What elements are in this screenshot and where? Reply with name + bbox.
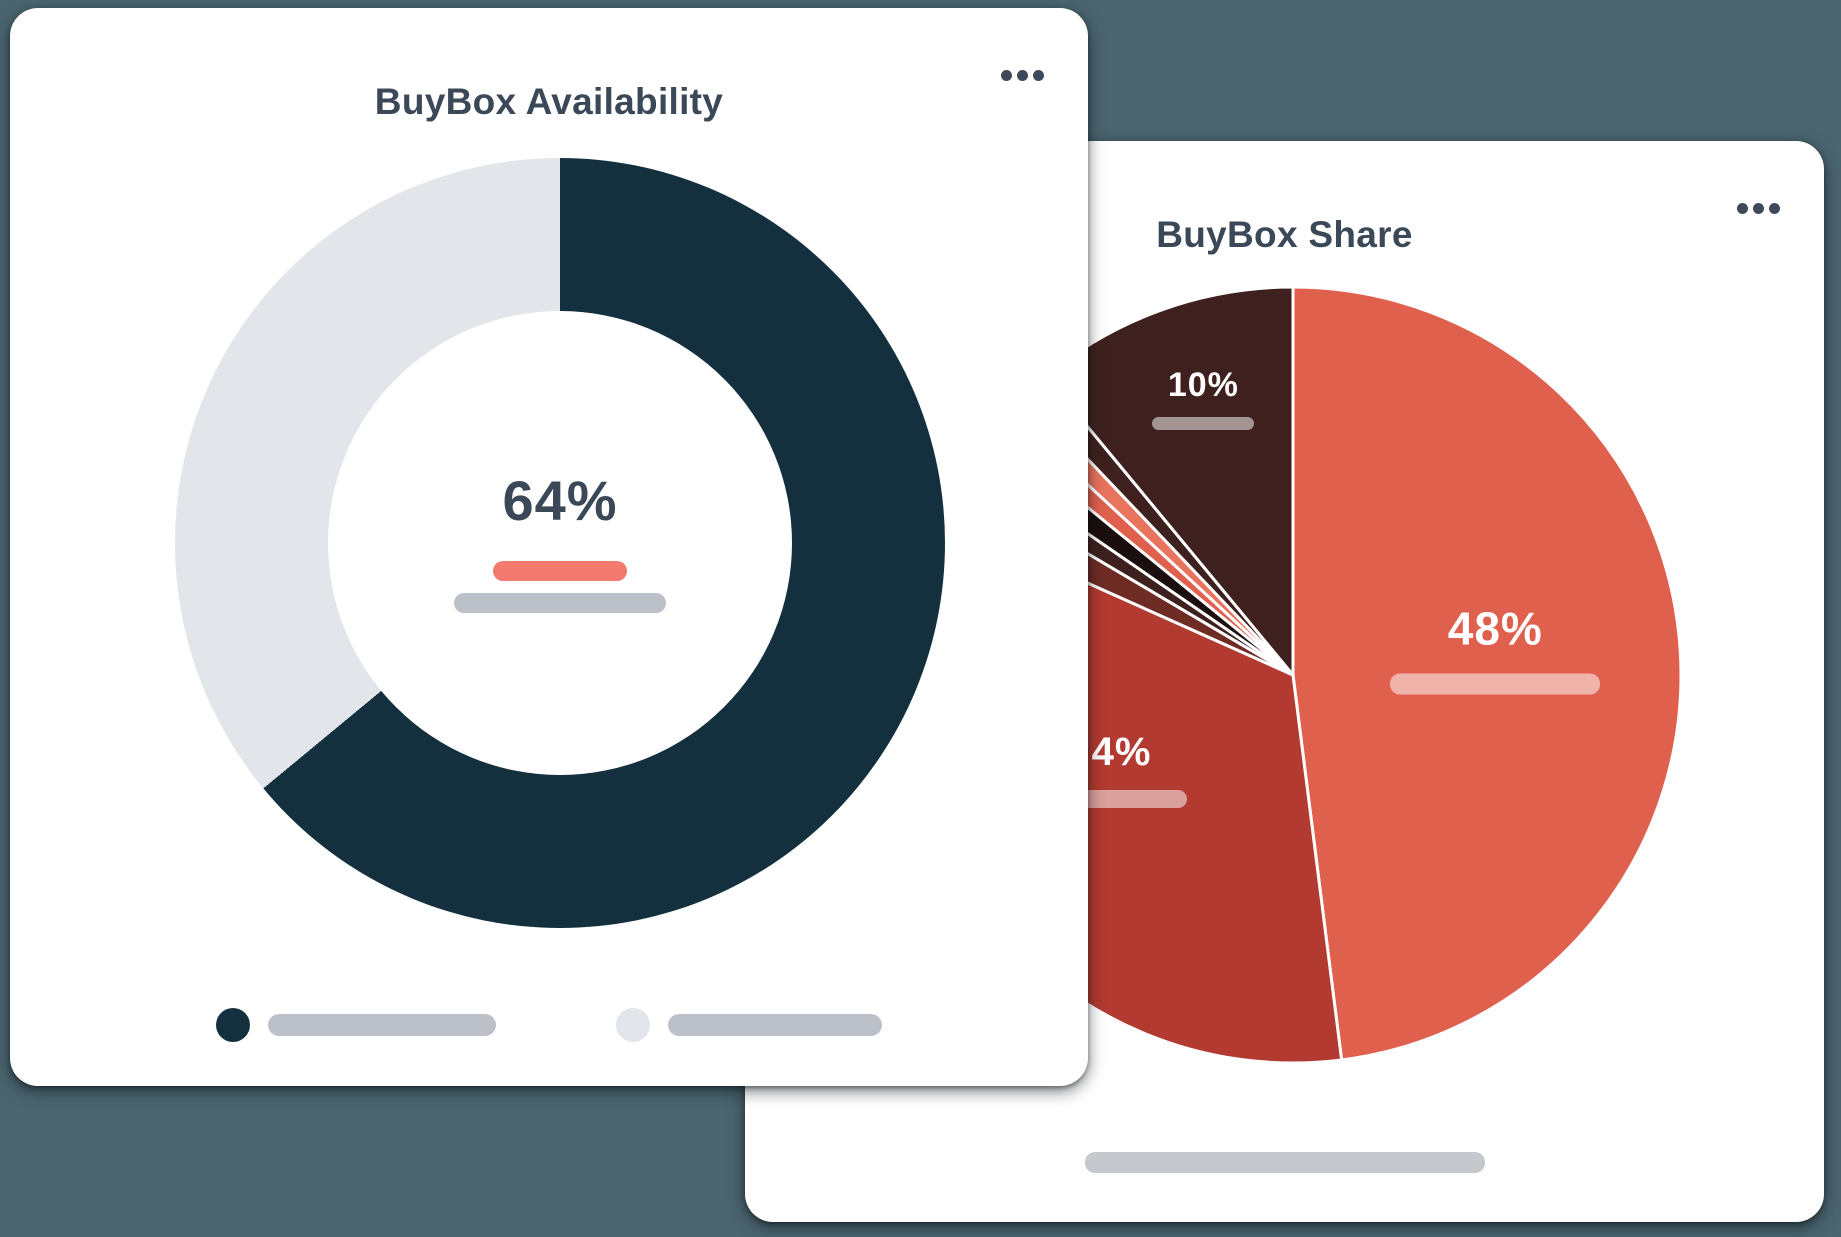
- availability-more-options-button[interactable]: [997, 66, 1048, 85]
- ellipsis-dot: [1001, 70, 1012, 81]
- share-more-options-button[interactable]: [1733, 199, 1784, 218]
- ellipsis-dot: [1769, 203, 1780, 214]
- legend-label-placeholder-bar: [268, 1014, 496, 1036]
- ellipsis-dot: [1017, 70, 1028, 81]
- ellipsis-dot: [1753, 203, 1764, 214]
- donut-gray-underline-bar: [454, 592, 666, 613]
- pie-slice-0[interactable]: [1291, 285, 1683, 1062]
- ellipsis-dot: [1033, 70, 1044, 81]
- legend-item-remainder: [616, 1008, 882, 1042]
- donut-legend: [10, 1008, 1088, 1042]
- availability-card-title: BuyBox Availability: [374, 80, 724, 122]
- donut-red-underline-bar: [493, 560, 627, 581]
- share-card-title: BuyBox Share: [1156, 213, 1413, 255]
- legend-item-filled: [216, 1008, 496, 1042]
- share-caption-placeholder-bar: [1084, 1152, 1485, 1173]
- donut-center-value: 64%: [502, 468, 618, 532]
- legend-dot-light: [616, 1008, 650, 1042]
- buybox-availability-card: BuyBox Availability 64%: [10, 8, 1088, 1086]
- donut-chart-container: 64%: [175, 158, 945, 928]
- donut-hole: 64%: [328, 311, 792, 775]
- legend-label-placeholder-bar: [668, 1014, 882, 1036]
- legend-dot-navy: [216, 1008, 250, 1042]
- ellipsis-dot: [1737, 203, 1748, 214]
